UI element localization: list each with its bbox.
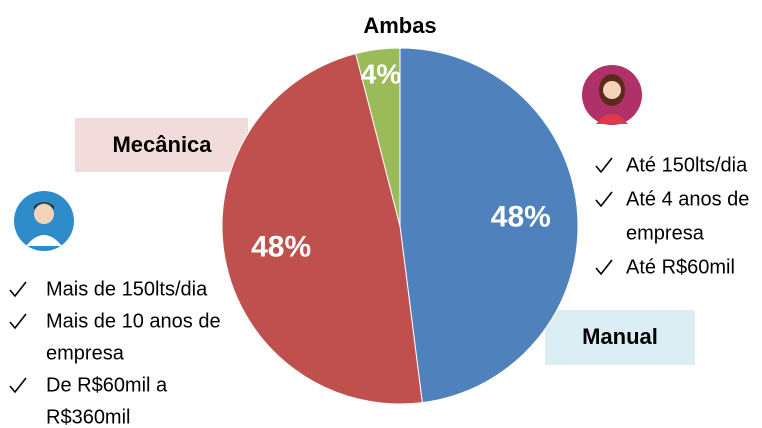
pie-slice: [221, 52, 423, 405]
list-item: empresa: [46, 342, 125, 364]
check-mark: [595, 259, 613, 276]
list-item: Mais de 150lts/dia: [46, 278, 208, 300]
list-item: Até R$60mil: [626, 256, 735, 278]
man-icon: [14, 191, 74, 251]
pie-slice: [355, 47, 401, 227]
slice-label: 4%: [361, 58, 402, 89]
slice-label: 48%: [251, 231, 311, 264]
list-item: empresa: [626, 222, 705, 244]
mecanica-box: [75, 118, 248, 172]
category-label: Manual: [582, 324, 658, 349]
list-item: Mais de 10 anos de: [46, 310, 221, 332]
list-item: Até 4 anos de: [626, 188, 749, 210]
check-mark: [9, 313, 27, 330]
list-item: R$360mil: [46, 406, 130, 428]
slice-label: 48%: [491, 200, 551, 233]
list-item: De R$60mil a: [46, 374, 168, 396]
category-label: Ambas: [363, 13, 436, 38]
check-mark: [9, 377, 27, 394]
woman-icon: [582, 65, 642, 125]
pie-slice: [399, 47, 579, 404]
check-mark: [9, 281, 27, 298]
check-mark: [595, 191, 613, 208]
list-item: Até 150lts/dia: [626, 154, 748, 176]
check-mark: [595, 157, 613, 174]
manual-box: [545, 310, 695, 365]
category-label: Mecânica: [112, 132, 212, 157]
